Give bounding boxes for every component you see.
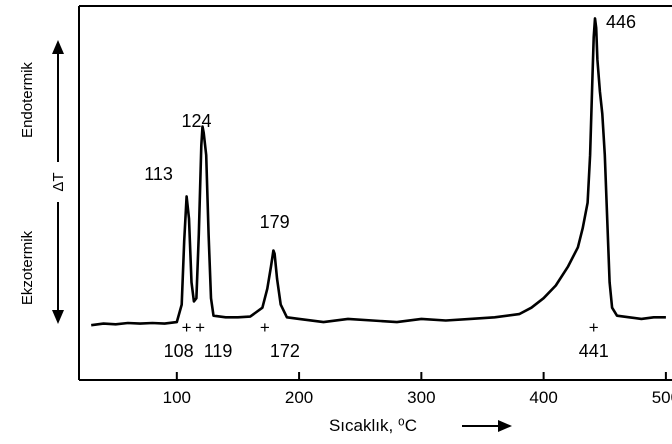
delta-t-annotation: Endotermik Ekzotermik ΔT <box>19 40 67 324</box>
x-ticks: 100 200 300 400 500 <box>163 372 672 407</box>
plot-frame <box>78 5 672 381</box>
x-tick-label-300: 300 <box>407 388 435 407</box>
x-tick-label-200: 200 <box>285 388 313 407</box>
dta-curve <box>91 17 666 327</box>
onset-marker-119: + <box>195 318 205 337</box>
x-tick-label-400: 400 <box>529 388 557 407</box>
onset-label-108: 108 <box>164 341 194 361</box>
x-arrow-head <box>498 420 512 432</box>
onset-marker-108: + <box>182 318 192 337</box>
down-arrow-head <box>52 310 64 324</box>
onset-label-172: 172 <box>270 341 300 361</box>
onset-label-119: 119 <box>204 341 233 361</box>
peak-label-124: 124 <box>181 111 211 131</box>
onset-marker-441: + <box>589 318 599 337</box>
onset-markers: +108+119+172+441 <box>164 318 609 361</box>
endo-label: Endotermik <box>19 62 36 138</box>
onset-marker-172: + <box>260 318 270 337</box>
y-axis-label: ΔT <box>50 172 67 191</box>
up-arrow-head <box>52 40 64 54</box>
peak-labels: 113 124 179 446 <box>144 12 636 232</box>
exo-label: Ekzotermik <box>19 230 36 305</box>
peak-label-446: 446 <box>606 12 636 32</box>
x-tick-label-500: 500 <box>652 388 672 407</box>
peak-label-179: 179 <box>260 212 290 232</box>
peak-label-113: 113 <box>144 164 173 184</box>
x-tick-label-100: 100 <box>163 388 191 407</box>
onset-label-441: 441 <box>579 341 609 361</box>
x-axis-label: Sıcaklık, ⁰C <box>329 416 417 435</box>
x-direction-arrow <box>462 420 512 432</box>
